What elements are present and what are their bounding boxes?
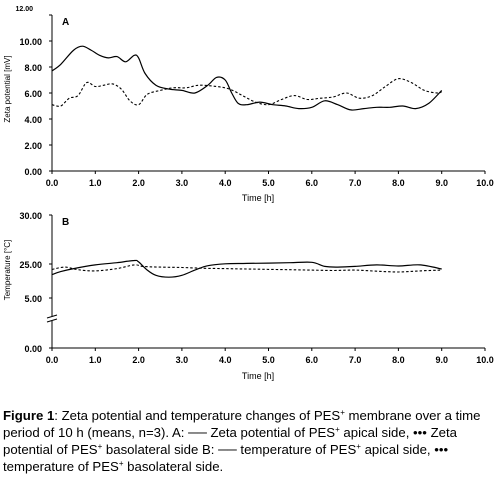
chart-b-x-tick-label: 10.0 <box>476 355 494 365</box>
chart-b-axis-break <box>46 314 58 323</box>
chart-a-x-tick-label: 0.0 <box>46 178 59 188</box>
chart-a-x-tick-label: 6.0 <box>306 178 319 188</box>
chart-b-x-tick-label: 2.0 <box>132 355 145 365</box>
chart-b-x-tick-label: 3.0 <box>176 355 189 365</box>
chart-b-x-tick-label: 4.0 <box>219 355 232 365</box>
caption-figure-label: Figure 1 <box>3 408 55 423</box>
chart-a-series-apical-line <box>51 45 443 111</box>
chart-b-x-tick-label: 9.0 <box>435 355 448 365</box>
chart-b-y-tick-label: 5.00 <box>24 294 42 304</box>
chart-b-x-tick-label: 0.0 <box>46 355 59 365</box>
chart-b-panel-label: B <box>62 217 69 228</box>
chart-a-x-tick-label: 8.0 <box>392 178 405 188</box>
chart-b-x-label: Time [h] <box>242 371 274 381</box>
figure-charts: A Time [h] Zeta potential [mV] 0.0 1.0 2.0… <box>3 6 494 381</box>
chart-a-y-tick-label: 10.00 <box>19 37 42 47</box>
chart-b-y-tick-label: 0.00 <box>24 344 42 354</box>
chart-a-x-tick-label: 9.0 <box>435 178 448 188</box>
chart-b-x-tick-label: 7.0 <box>349 355 362 365</box>
chart-b-y-tick-label: 30.00 <box>19 211 42 221</box>
chart-a-series-basolateral-line <box>51 78 442 107</box>
chart-a-y-tick-label: 0.00 <box>24 167 42 177</box>
chart-b-x-tick-label: 8.0 <box>392 355 405 365</box>
chart-b-x-tick-label: 5.0 <box>262 355 275 365</box>
figure-caption: Figure 1: Zeta potential and temperature… <box>3 407 492 475</box>
chart-a-y-tick-label: 2.00 <box>24 141 42 151</box>
chart-a: A Time [h] Zeta potential [mV] 0.0 1.0 2.0… <box>3 6 494 203</box>
chart-a-x-tick-label: 3.0 <box>176 178 189 188</box>
caption-text: : Zeta potential and temperature changes… <box>3 408 481 474</box>
chart-a-y-tick-label: 4.00 <box>24 115 42 125</box>
chart-b: B Time [h] Temperature [°C] 0.0 1.0 2.0 3.0… <box>3 211 494 381</box>
chart-a-y-tick-label: 8.00 <box>24 63 42 73</box>
chart-b-x-tick-label: 1.0 <box>89 355 102 365</box>
chart-b-x-tick-label: 6.0 <box>306 355 319 365</box>
chart-a-x-tick-label: 7.0 <box>349 178 362 188</box>
chart-a-x-tick-label: 10.0 <box>476 178 494 188</box>
chart-b-y-label: Temperature [°C] <box>3 240 12 301</box>
chart-a-x-tick-label: 4.0 <box>219 178 232 188</box>
chart-b-y-tick-label: 25.00 <box>19 260 42 270</box>
chart-a-panel-label: A <box>62 17 69 28</box>
chart-a-x-label: Time [h] <box>242 193 274 203</box>
chart-a-x-tick-label: 5.0 <box>262 178 275 188</box>
chart-a-x-tick-label: 2.0 <box>132 178 145 188</box>
chart-a-x-tick-label: 1.0 <box>89 178 102 188</box>
chart-b-series-apical-line <box>51 259 442 278</box>
chart-a-y-label: Zeta potential [mV] <box>3 55 12 122</box>
chart-a-y-tick-label: 12.00 <box>15 6 33 13</box>
chart-b-series-basolateral-line <box>51 264 442 273</box>
chart-a-y-tick-label: 6.00 <box>24 89 42 99</box>
